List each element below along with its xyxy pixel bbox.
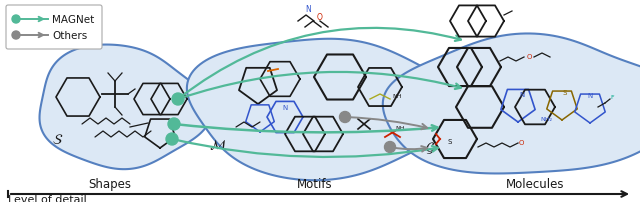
Text: $\mathcal{G}$: $\mathcal{G}$ [425, 139, 435, 155]
Text: S: S [448, 138, 452, 144]
Text: N: N [305, 5, 311, 14]
Text: NH: NH [392, 94, 401, 99]
Text: Molecules: Molecules [506, 178, 564, 190]
Text: NH₂: NH₂ [540, 117, 552, 122]
Text: $\mathcal{M}$: $\mathcal{M}$ [209, 137, 227, 151]
Circle shape [166, 133, 178, 145]
Text: Shapes: Shapes [88, 178, 131, 190]
Text: N: N [282, 104, 287, 110]
Circle shape [12, 16, 20, 24]
Text: S: S [563, 89, 567, 96]
Circle shape [168, 118, 180, 130]
Text: NH: NH [395, 125, 404, 130]
Text: MAGNet: MAGNet [52, 15, 94, 25]
Circle shape [339, 112, 351, 123]
Text: O: O [519, 139, 524, 145]
Text: Level of detail: Level of detail [8, 194, 87, 202]
Text: N: N [520, 92, 525, 98]
Circle shape [172, 94, 184, 105]
Text: O: O [527, 54, 532, 60]
Text: $\mathcal{S}$: $\mathcal{S}$ [52, 132, 63, 146]
Text: O: O [317, 14, 323, 22]
Text: Others: Others [52, 31, 87, 41]
Text: N: N [588, 93, 593, 99]
Circle shape [385, 142, 396, 153]
Polygon shape [383, 34, 640, 174]
FancyBboxPatch shape [6, 6, 102, 50]
Polygon shape [40, 45, 211, 169]
Text: Motifs: Motifs [297, 178, 333, 190]
Text: F: F [610, 95, 614, 100]
Circle shape [12, 32, 20, 40]
Polygon shape [187, 40, 460, 180]
